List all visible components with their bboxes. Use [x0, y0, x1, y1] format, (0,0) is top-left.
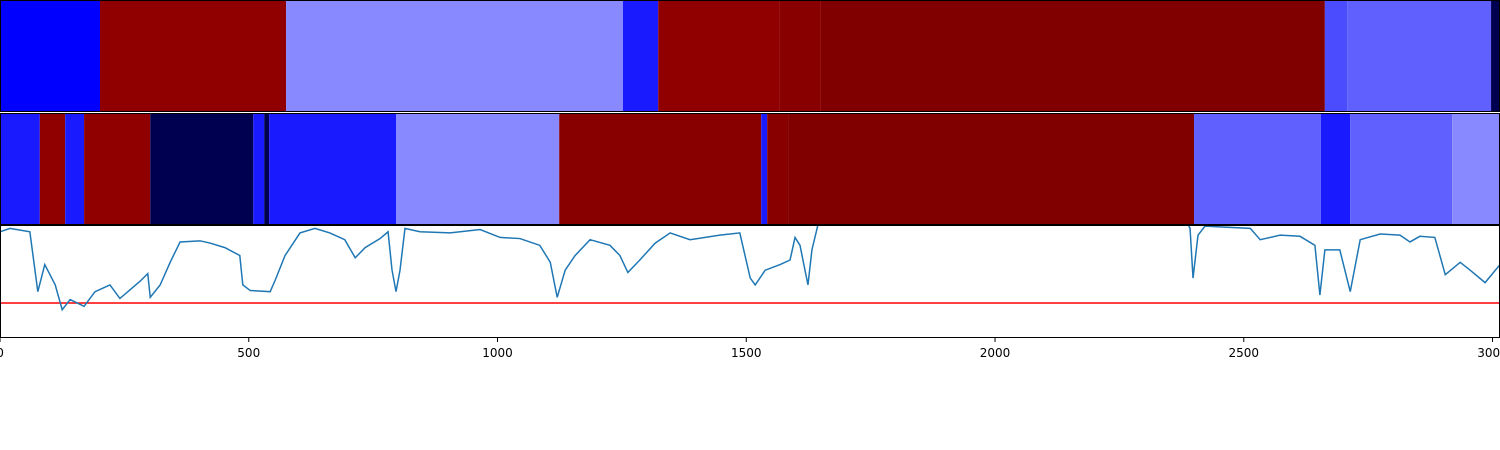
strip-segment [1324, 0, 1348, 112]
strip-segment [1350, 113, 1453, 225]
strip-segment [65, 113, 85, 225]
strip-segment [779, 0, 821, 112]
strip-segment [622, 0, 659, 112]
strip-segment [269, 113, 397, 225]
strip-segment [788, 113, 1195, 225]
strip-segment [39, 113, 66, 225]
strip-segment [658, 0, 780, 112]
strip-segment [84, 113, 151, 225]
x-tick-label: 2500 [1229, 346, 1260, 360]
strip-segment [253, 113, 265, 225]
strip-segment [820, 0, 1325, 112]
strip-segment [761, 113, 768, 225]
strip-segment [150, 113, 254, 225]
strip-segment [1491, 0, 1500, 112]
strip-segment [396, 113, 560, 225]
x-tick-label: 3000 [1477, 346, 1500, 360]
strip-segment [1347, 0, 1492, 112]
strip-segment [1320, 113, 1351, 225]
strip-segment [0, 0, 100, 112]
strip-segment [0, 113, 40, 225]
strip-segment [767, 113, 789, 225]
strip-segment [100, 0, 287, 112]
x-tick-label: 1000 [482, 346, 513, 360]
x-tick-label: 1500 [731, 346, 762, 360]
x-tick-label: 500 [237, 346, 260, 360]
strip-segment [264, 113, 270, 225]
strip-segment [286, 0, 623, 112]
strip-segment [1194, 113, 1321, 225]
x-tick-label: 2000 [980, 346, 1011, 360]
strip-segment [559, 113, 762, 225]
series-line [0, 225, 1500, 312]
panel-frame [0, 225, 1500, 338]
x-tick-label: 0 [0, 346, 4, 360]
strip-segment [1452, 113, 1500, 225]
